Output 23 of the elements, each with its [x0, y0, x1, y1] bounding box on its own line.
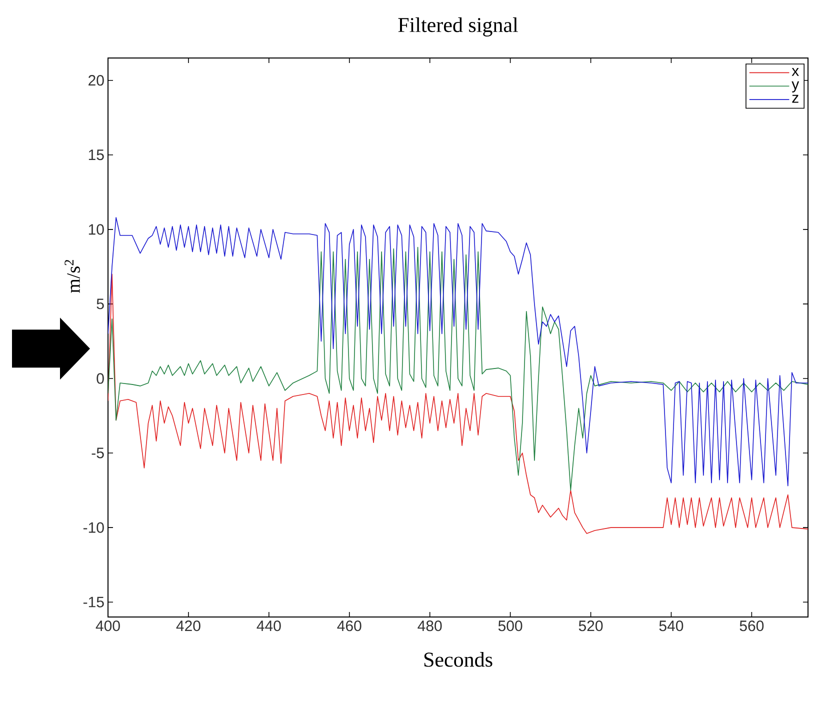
x-tick-label: 520 — [578, 620, 603, 632]
x-tick-label: 480 — [418, 620, 442, 632]
y-tick-label: 15 — [88, 150, 104, 160]
x-tick-label: 560 — [740, 620, 764, 632]
x-tick-label: 400 — [96, 620, 120, 632]
y-tick-label: -5 — [92, 448, 104, 458]
x-tick-label: 500 — [498, 620, 522, 632]
y-axis-title: m/s$^{2}$ — [64, 260, 80, 293]
y-tick-label: -15 — [83, 596, 104, 608]
y-tick-label: 0 — [96, 373, 104, 384]
legend-label: y — [792, 81, 800, 92]
chart-title: Filtered signal — [398, 17, 518, 36]
x-tick-label: 420 — [176, 620, 200, 632]
y-tick-label: 10 — [88, 224, 104, 235]
y-tick-label: 5 — [96, 298, 104, 310]
x-axis-title: Seconds — [424, 652, 492, 667]
legend-label: z — [792, 94, 798, 103]
x-tick-label: 460 — [337, 620, 362, 632]
y-tick-label: 20 — [88, 75, 104, 86]
y-tick-label: -10 — [83, 522, 104, 533]
x-tick-label: 440 — [256, 620, 281, 632]
x-tick-label: 540 — [659, 620, 684, 632]
legend-label: x — [792, 68, 799, 76]
